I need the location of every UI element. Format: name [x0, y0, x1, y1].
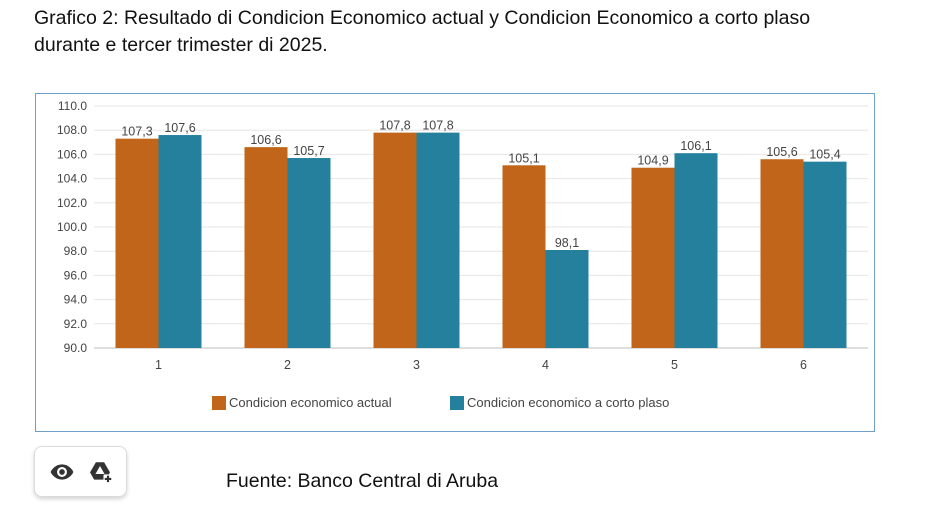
view-button[interactable]: [49, 459, 75, 485]
bar-corto-plaso: [674, 153, 718, 348]
legend-label-corto-plaso: Condicion economico a corto plaso: [467, 395, 669, 410]
y-tick-label: 108.0: [57, 123, 87, 137]
add-to-drive-icon: [90, 462, 113, 484]
data-label: 107,3: [121, 125, 152, 139]
bar-corto-plaso: [545, 249, 589, 348]
x-tick-label: 1: [155, 358, 162, 372]
y-tick-label: 104.0: [57, 172, 87, 186]
y-tick-label: 106.0: [57, 147, 87, 161]
x-tick-label: 3: [413, 358, 420, 372]
y-tick-label: 96.0: [64, 268, 88, 282]
data-label: 105,6: [766, 145, 797, 159]
legend-swatch-actual: [212, 396, 226, 410]
y-tick-label: 110.0: [58, 99, 87, 113]
bar-actual: [373, 132, 417, 348]
legend-swatch-corto-plaso: [450, 396, 464, 410]
bar-chart: 110.0 108.0 106.0 104.0 102.0 100.0 98.0 96.0 94…: [57, 99, 868, 410]
y-tick-label: 102.0: [57, 196, 87, 210]
data-label: 107,8: [422, 119, 453, 133]
eye-icon: [50, 464, 74, 480]
y-tick-label: 98.0: [64, 244, 88, 258]
data-label: 104,9: [637, 154, 668, 168]
bar-corto-plaso: [416, 132, 460, 348]
y-tick-label: 90.0: [64, 341, 88, 355]
data-label: 106,6: [250, 133, 281, 147]
y-tick-label: 100.0: [57, 220, 87, 234]
bar-corto-plaso: [803, 161, 847, 348]
x-tick-label: 6: [800, 358, 807, 372]
data-label: 98,1: [555, 236, 579, 250]
x-tick-label: 4: [542, 358, 549, 372]
data-label: 107,6: [164, 121, 195, 135]
x-tick-label: 2: [284, 358, 291, 372]
bar-corto-plaso: [287, 158, 331, 348]
bar-actual: [631, 167, 675, 348]
add-to-drive-button[interactable]: [87, 459, 113, 485]
source-note: Fuente: Banco Central di Aruba: [226, 470, 499, 492]
bar-actual: [115, 138, 159, 348]
chart-container: 110.0 108.0 106.0 104.0 102.0 100.0 98.0 96.0 94…: [35, 93, 875, 432]
data-label: 105,4: [809, 148, 840, 162]
legend-label-actual: Condicion economico actual: [229, 395, 392, 410]
data-label: 106,1: [680, 139, 711, 153]
bar-corto-plaso: [158, 135, 202, 348]
data-label: 107,8: [379, 119, 410, 133]
bar-actual: [502, 165, 546, 348]
data-label: 105,1: [508, 151, 539, 165]
image-toolbar: [34, 446, 127, 497]
chart-title: Grafico 2: Resultado di Condicion Econom…: [34, 7, 811, 56]
x-tick-label: 5: [671, 358, 678, 372]
y-tick-label: 92.0: [64, 317, 88, 331]
data-label: 105,7: [293, 144, 324, 158]
bar-actual: [244, 147, 288, 348]
y-tick-label: 94.0: [64, 293, 88, 307]
bar-actual: [760, 159, 804, 348]
